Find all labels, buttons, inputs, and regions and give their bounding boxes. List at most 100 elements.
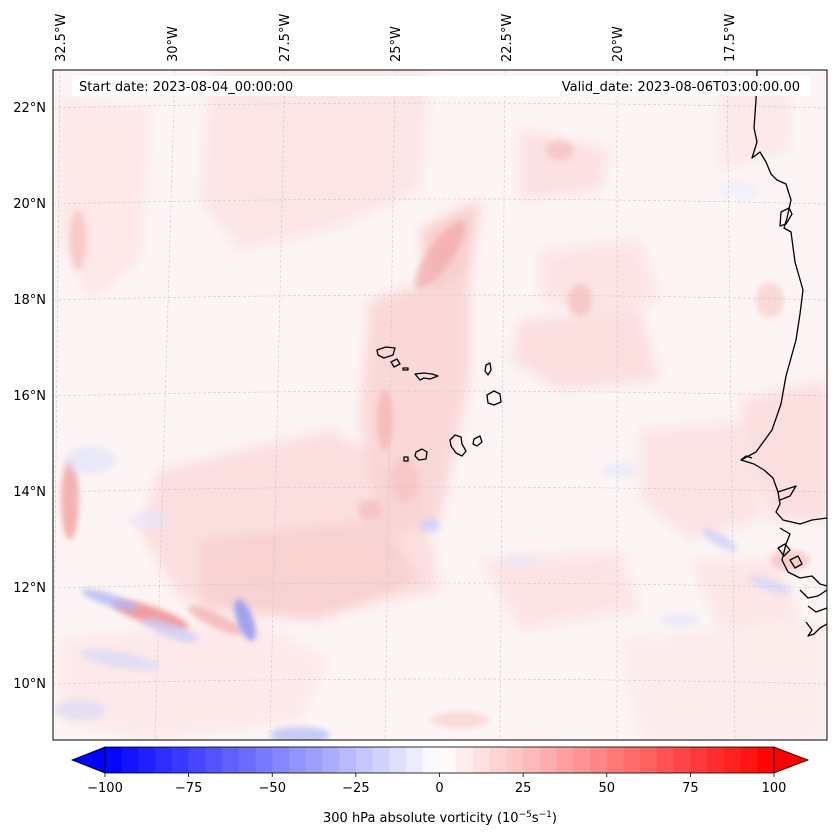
colorbar-cell [472, 747, 491, 773]
colorbar-cell [422, 747, 441, 773]
colorbar-cell [723, 747, 742, 773]
latitude-labels: 22°N 20°N 18°N 16°N 14°N 12°N 10°N [13, 101, 46, 692]
lat-label-18N: 18°N [13, 293, 46, 308]
colorbar-cell [489, 747, 508, 773]
colorbar-cell [372, 747, 390, 773]
colorbar-cell [322, 747, 340, 773]
colorbar-cell [155, 747, 173, 773]
colorbar-cell [673, 747, 691, 773]
colorbar-cell [288, 747, 307, 773]
colorbar-cell [606, 747, 625, 773]
colorbar-cell [205, 747, 223, 773]
meridian-30W [154, 70, 176, 740]
guinea-coast [799, 589, 827, 637]
colorbar-cell [539, 747, 558, 773]
fogo-island [414, 448, 428, 461]
parallel-10N [53, 678, 827, 685]
brava-island [403, 456, 409, 462]
parallel-14N [53, 486, 827, 493]
canary-dakhla-inlet [779, 207, 793, 227]
lat-label-20N: 20°N [13, 197, 46, 212]
parallel-20N [53, 198, 827, 205]
colorbar-cell [238, 747, 257, 773]
meridian-22.5W [499, 70, 506, 740]
colorbar-tick-label: −25 [342, 781, 369, 796]
colorbar: −100 −75 −50 −25 0 25 50 75 100 300 hPa absolute… [70, 746, 810, 826]
sao-nicolau-island [414, 372, 439, 381]
santa-luzia-island [402, 367, 409, 371]
lon-label-27.5W: 27.5°W [278, 14, 293, 62]
colorbar-cell [389, 747, 407, 773]
colorbar-cell [740, 747, 758, 773]
colorbar-label: 300 hPa absolute vorticity (10−5s−1) [323, 810, 557, 826]
lat-label-14N: 14°N [13, 485, 46, 500]
colorbar-cell [188, 747, 206, 773]
colorbar-cell [506, 747, 524, 773]
map-gridlines [53, 70, 827, 740]
colorbar-extend-min [70, 746, 106, 774]
colorbar-cell [656, 747, 675, 773]
lat-label-12N: 12°N [13, 581, 46, 596]
meridian-32.5W [53, 70, 61, 740]
colorbar-cell [121, 747, 140, 773]
colorbar-cell [222, 747, 240, 773]
bissagos-islands [777, 543, 803, 569]
lon-label-22.5W: 22.5°W [500, 14, 515, 62]
parallel-12N [53, 582, 827, 589]
colorbar-cell [406, 747, 424, 773]
cape-verde-peninsula [740, 455, 753, 461]
colorbar-cell [105, 747, 123, 773]
santo-antao-island [376, 346, 396, 359]
date-banner [72, 76, 810, 96]
colorbar-ticks: −100 −75 −50 −25 0 25 50 75 100 [87, 773, 786, 796]
lat-label-22N: 22°N [13, 101, 46, 116]
colorbar-extend-max [773, 746, 810, 774]
colorbar-cells [105, 747, 775, 773]
gambia-coast [777, 485, 797, 501]
vorticity-field [53, 70, 827, 740]
sao-vicente-island [390, 358, 401, 368]
colorbar-cell [456, 747, 474, 773]
meridian-25W [384, 70, 396, 740]
colorbar-tick-label: 0 [435, 781, 443, 796]
sal-island [484, 362, 492, 376]
boa-vista-island [486, 390, 502, 406]
lon-label-32.5W: 32.5°W [54, 14, 69, 62]
meridian-27.5W [269, 70, 286, 740]
colorbar-cell [640, 747, 658, 773]
colorbar-cell [556, 747, 574, 773]
parallel-22N [53, 102, 827, 109]
map-frame [52, 69, 828, 741]
colorbar-cell [439, 747, 457, 773]
colorbar-cell [255, 747, 273, 773]
coastlines [740, 70, 827, 637]
africa-coastline [740, 70, 827, 525]
lat-label-16N: 16°N [13, 389, 46, 404]
colorbar-cell [757, 747, 775, 773]
lon-label-30W: 30°W [166, 26, 181, 62]
lon-label-17.5W: 17.5°W [723, 14, 738, 62]
colorbar-tick-label: 100 [762, 781, 787, 796]
longitude-labels: 32.5°W 30°W 27.5°W 25°W 22.5°W 20°W 17.5… [54, 14, 738, 62]
valid-date-label: Valid_date: 2023-08-06T03:00:00.00 [562, 80, 800, 95]
negative-vorticity-field [55, 180, 791, 740]
lat-label-10N: 10°N [13, 677, 46, 692]
colorbar-cell [707, 747, 725, 773]
colorbar-cell [690, 747, 708, 773]
lon-label-20W: 20°W [611, 26, 626, 62]
colorbar-tick-label: −50 [259, 781, 286, 796]
maio-island [472, 435, 483, 447]
colorbar-cell [623, 747, 641, 773]
colorbar-cell [590, 747, 608, 773]
colorbar-cell [138, 747, 156, 773]
colorbar-tick-label: 75 [682, 781, 699, 796]
colorbar-cell [171, 747, 190, 773]
start-date-label: Start date: 2023-08-04_00:00:00 [79, 80, 293, 95]
map-panel: Start date: 2023-08-04_00:00:00 Valid_da… [52, 69, 828, 741]
meridian-17.5W [726, 70, 736, 740]
cape-verde-islands [376, 346, 502, 462]
colorbar-cell [523, 747, 541, 773]
parallel-18N [53, 294, 827, 301]
colorbar-cell [355, 747, 374, 773]
